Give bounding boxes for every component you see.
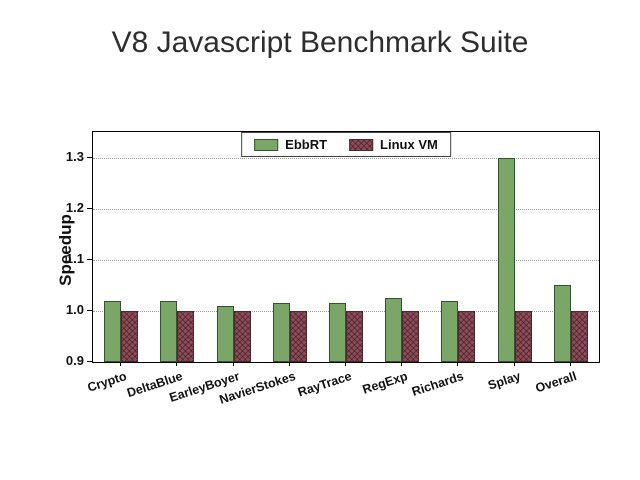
ytick-mark [87,207,92,209]
bar-ebbrt-overall [553,285,571,362]
bar-ebbrt-earleyboyer [216,305,234,362]
legend-label-linux-vm: Linux VM [380,137,438,152]
bar-ebbrt-navierstokes [272,303,290,362]
ytick-mark [87,309,92,311]
bar-linux-vm-splay [514,310,532,362]
xtick-mark [176,362,178,366]
legend-label-ebbrt: EbbRT [285,137,328,152]
gridline [93,208,599,210]
legend-swatch-ebbrt [254,138,279,151]
bar-ebbrt-splay [497,157,515,362]
ytick-label: 1.0 [65,301,84,317]
chart-title: V8 Javascript Benchmark Suite [111,26,529,59]
ytick-label: 1.2 [65,199,84,215]
ytick-label: 0.9 [65,353,84,368]
xtick-mark [457,362,459,366]
xtick-mark [401,362,403,366]
bar-linux-vm-regexp [402,310,420,362]
xtick-mark [345,362,346,366]
ytick-mark [87,156,92,158]
xtick-mark [513,362,515,366]
xtick-mark [288,362,290,366]
xtick-mark [569,362,571,366]
bar-linux-vm-raytrace [346,310,363,362]
xtick-mark [232,362,234,366]
bar-ebbrt-deltablue [160,300,178,362]
bar-linux-vm-deltablue [177,310,195,362]
xtick-mark [120,362,122,366]
plot-area: EbbRT Linux VM [92,131,600,363]
bar-ebbrt-raytrace [329,303,346,362]
bar-linux-vm-overall [570,310,588,362]
bar-ebbrt-regexp [385,298,403,362]
ytick-label: 1.3 [65,148,84,164]
ytick-mark [87,258,92,260]
bar-ebbrt-richards [441,300,459,362]
gridline [93,157,599,159]
ytick-label: 1.1 [65,250,84,266]
ytick-mark [87,361,92,362]
legend: EbbRT Linux VM [241,132,451,157]
bar-linux-vm-crypto [121,310,139,362]
bar-linux-vm-earleyboyer [233,310,251,362]
bar-linux-vm-navierstokes [289,310,307,362]
bar-ebbrt-crypto [104,300,122,362]
bar-linux-vm-richards [458,310,476,362]
gridline [93,259,599,261]
legend-swatch-linux-vm [349,138,374,151]
legend-item-linux-vm: Linux VM [349,137,438,152]
legend-item-ebbrt: EbbRT [254,137,327,152]
